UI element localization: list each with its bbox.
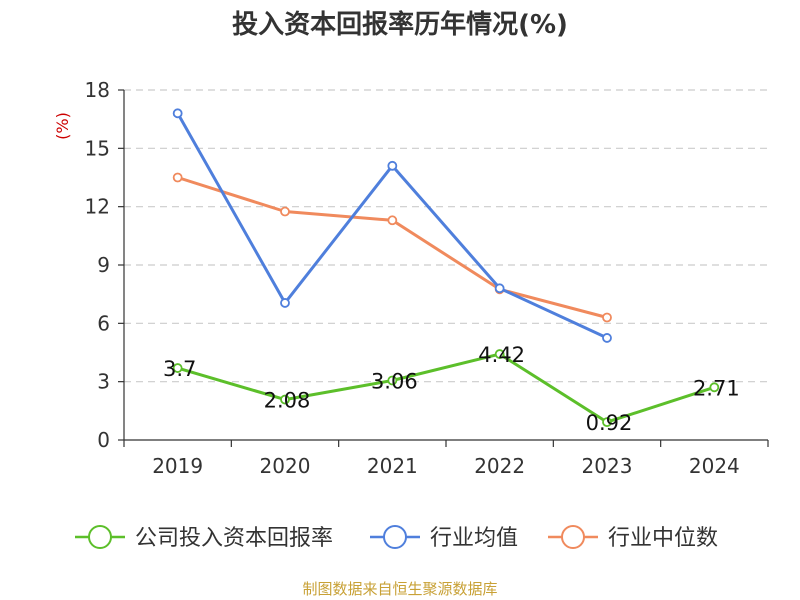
data-label: 4.42 [478, 343, 525, 367]
axis-layer: 0 3 6 9 12 15 18 2019 2020 2021 2022 2023 2024 [85, 78, 769, 478]
legend-label: 行业均值 [430, 526, 518, 551]
x-tick-label: 2021 [367, 454, 418, 478]
data-point [172, 172, 183, 183]
legend-swatch-marker [88, 525, 112, 549]
y-tick-label: 3 [97, 370, 110, 394]
legend-label: 行业中位数 [608, 526, 718, 551]
series-line-0 [177, 352, 715, 424]
y-tick-label: 15 [85, 136, 110, 160]
legend-item-0[interactable]: 公司投入资本回报率 [75, 525, 333, 551]
legend: 公司投入资本回报率 行业均值 行业中位数 [75, 525, 718, 551]
data-point [602, 312, 612, 323]
x-tick-label: 2019 [152, 454, 203, 478]
y-axis-unit-label: (%) [53, 112, 72, 140]
data-source-note: 制图数据来自恒生聚源数据库 [302, 580, 497, 598]
data-point [387, 215, 398, 226]
series-line-2 [177, 176, 608, 319]
y-tick-label: 6 [97, 311, 110, 335]
data-point [709, 382, 720, 393]
data-point [172, 363, 183, 373]
x-tick-label: 2023 [582, 454, 633, 478]
data-label: 2.71 [693, 376, 740, 400]
x-tick-label: 2020 [260, 454, 311, 478]
x-tick-label: 2022 [474, 454, 525, 478]
legend-swatch-marker [383, 525, 407, 549]
legend-label: 公司投入资本回报率 [135, 526, 333, 551]
data-label: 3.06 [371, 370, 418, 394]
data-label-layer: 3.7 2.08 3.06 4.42 0.92 2.71 [163, 343, 740, 435]
data-point [387, 375, 398, 386]
series-line-1 [176, 112, 608, 340]
data-label: 3.7 [163, 357, 196, 381]
grid-layer [124, 89, 768, 383]
chart-title: 投入资本回报率历年情况(%) [232, 9, 568, 40]
y-tick-label: 9 [97, 253, 110, 277]
data-point [280, 206, 290, 217]
data-point [172, 108, 183, 119]
y-tick-label: 12 [85, 195, 110, 219]
data-point [494, 349, 505, 359]
data-label: 2.08 [264, 389, 311, 413]
data-point [494, 283, 505, 294]
legend-swatch-marker [561, 525, 585, 549]
legend-item-2[interactable]: 行业中位数 [548, 525, 718, 551]
data-label: 0.92 [586, 411, 633, 435]
data-point [387, 160, 398, 171]
data-point [280, 394, 290, 405]
y-tick-label: 18 [85, 78, 110, 102]
data-point [602, 417, 612, 428]
x-tick-label: 2024 [689, 454, 740, 478]
series-layer [172, 108, 720, 428]
data-point [602, 333, 612, 343]
y-tick-label: 0 [97, 428, 110, 452]
legend-item-1[interactable]: 行业均值 [370, 525, 518, 551]
data-point [280, 298, 290, 308]
